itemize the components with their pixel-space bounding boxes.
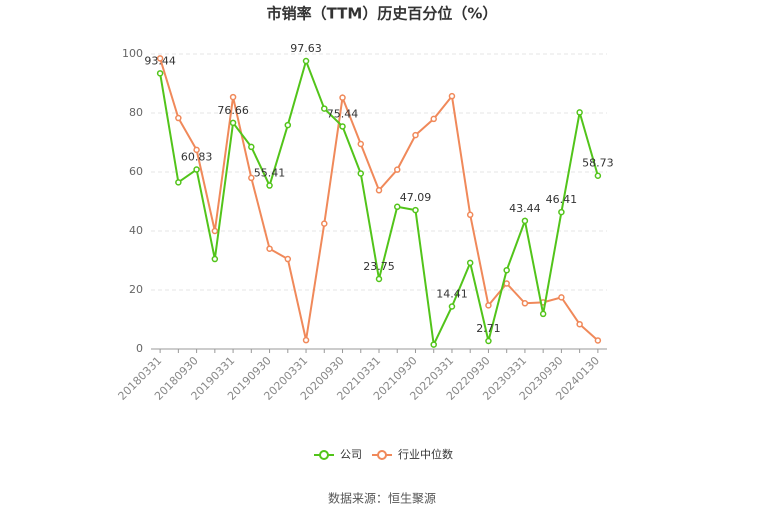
y-tick-label: 40	[129, 224, 143, 237]
point	[211, 255, 219, 263]
data-label: 97.63	[290, 42, 322, 55]
point	[357, 140, 365, 148]
data-label: 14.41	[436, 287, 468, 300]
point	[393, 166, 401, 173]
point	[521, 217, 529, 225]
point	[302, 336, 310, 344]
point	[448, 92, 456, 100]
point	[193, 166, 200, 173]
point	[339, 94, 346, 101]
data-label: 75.44	[327, 107, 359, 120]
point	[430, 115, 437, 123]
chart-title: 市销率（TTM）历史百分位（%）	[267, 5, 498, 23]
point	[594, 172, 602, 179]
point	[357, 170, 365, 177]
point	[266, 182, 273, 189]
point	[503, 266, 510, 274]
point	[393, 203, 401, 211]
y-tick-label: 100	[122, 47, 143, 60]
point	[521, 300, 529, 307]
point	[284, 255, 292, 263]
data-label: 23.75	[363, 260, 395, 273]
point	[594, 337, 602, 344]
point	[193, 146, 200, 154]
data-label: 43.44	[509, 202, 541, 215]
point	[156, 55, 164, 62]
point	[430, 341, 437, 348]
data-label: 60.83	[181, 151, 213, 164]
legend-label: 行业中位数	[398, 447, 453, 461]
point	[229, 119, 237, 127]
legend-marker	[377, 450, 387, 460]
point	[558, 294, 565, 301]
source: 数据来源：恒生聚源	[328, 491, 436, 506]
point	[576, 320, 583, 328]
y-tick-label: 0	[136, 342, 143, 355]
point	[576, 109, 583, 116]
point	[558, 208, 565, 216]
point	[248, 174, 255, 182]
data-label: 58.73	[582, 157, 614, 170]
data-label: 46.41	[546, 193, 578, 206]
point	[266, 245, 273, 252]
point	[175, 114, 182, 122]
data-label: 2.71	[476, 322, 501, 335]
series-line	[159, 58, 599, 342]
data-label: 76.66	[217, 104, 249, 117]
point	[175, 179, 182, 186]
point	[466, 259, 474, 267]
point	[321, 105, 328, 112]
point	[485, 302, 492, 309]
y-tick-label: 80	[129, 106, 143, 119]
data-label: 47.09	[400, 191, 432, 204]
point	[321, 220, 328, 227]
point	[339, 123, 346, 130]
point	[412, 131, 419, 139]
point	[466, 211, 474, 219]
point	[211, 227, 219, 235]
y-tick-label: 60	[129, 165, 143, 178]
legend-marker	[319, 450, 329, 460]
point	[284, 121, 292, 129]
point	[302, 57, 310, 65]
point	[375, 275, 383, 283]
data-label: 93.44	[144, 54, 176, 67]
point	[539, 310, 547, 318]
y-tick-label: 20	[129, 283, 143, 296]
point	[229, 93, 237, 101]
point	[448, 303, 456, 310]
data-label: 55.41	[254, 167, 286, 180]
point	[375, 187, 383, 194]
point	[248, 143, 255, 151]
point	[412, 206, 419, 214]
point	[156, 70, 164, 77]
point	[485, 337, 492, 345]
legend-label: 公司	[340, 448, 362, 461]
point	[503, 280, 510, 287]
